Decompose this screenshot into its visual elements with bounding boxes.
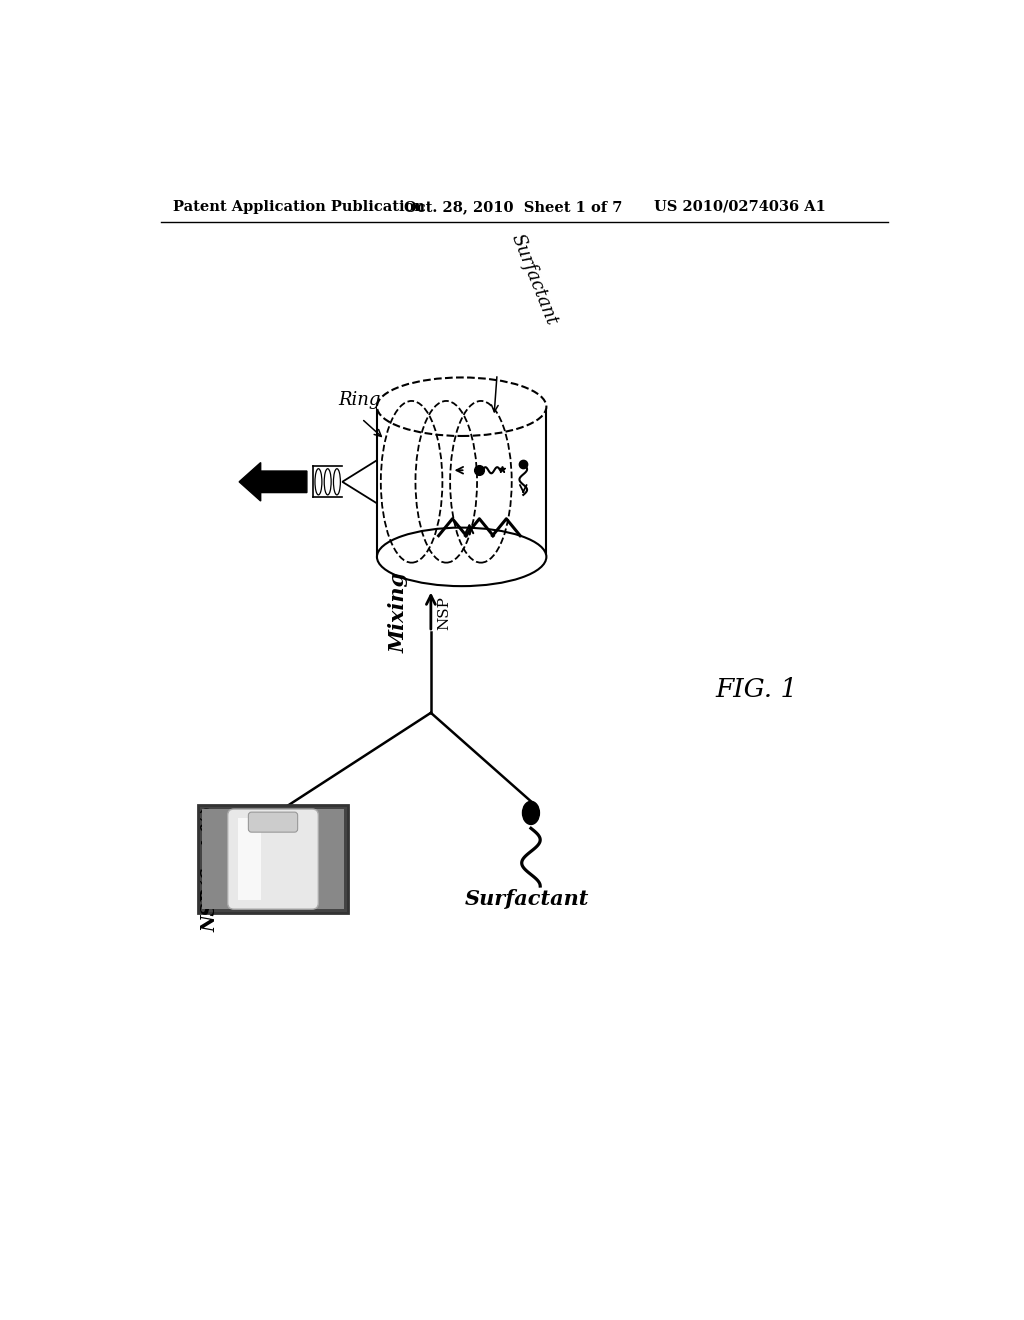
Ellipse shape <box>325 469 331 495</box>
Bar <box>202 809 344 909</box>
Ellipse shape <box>315 469 322 495</box>
Bar <box>198 805 348 913</box>
FancyBboxPatch shape <box>227 809 318 909</box>
FancyArrow shape <box>240 462 307 502</box>
Bar <box>238 818 261 900</box>
Text: Ring: Ring <box>339 391 381 409</box>
Text: Oct. 28, 2010  Sheet 1 of 7: Oct. 28, 2010 Sheet 1 of 7 <box>403 199 623 214</box>
Text: Mixing: Mixing <box>388 572 409 653</box>
Ellipse shape <box>334 469 340 495</box>
Ellipse shape <box>522 801 540 825</box>
Polygon shape <box>342 461 377 503</box>
Text: FIG. 1: FIG. 1 <box>716 677 798 702</box>
Ellipse shape <box>377 378 547 436</box>
FancyBboxPatch shape <box>249 812 298 832</box>
Text: NSP: NSP <box>437 595 451 630</box>
Text: Patent Application Publication: Patent Application Publication <box>173 199 425 214</box>
Text: Surfactant: Surfactant <box>508 231 561 327</box>
Text: Surfactant: Surfactant <box>465 890 589 909</box>
Text: NSP(6 wt %): NSP(6 wt %) <box>202 807 220 932</box>
Text: US 2010/0274036 A1: US 2010/0274036 A1 <box>654 199 826 214</box>
Ellipse shape <box>377 528 547 586</box>
